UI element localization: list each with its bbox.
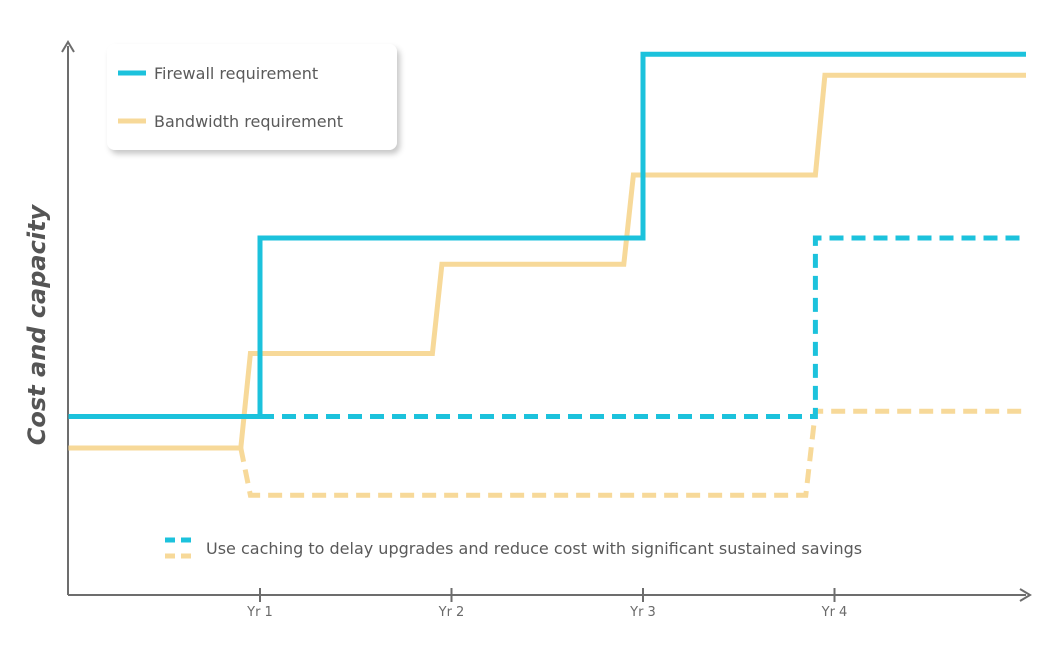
caching-annotation: Use caching to delay upgrades and reduce… bbox=[165, 537, 862, 559]
x-ticks: Yr 1 Yr 2 Yr 3 Yr 4 bbox=[246, 588, 847, 620]
legend-label-firewall: Firewall requirement bbox=[154, 64, 318, 83]
axes bbox=[61, 40, 1032, 602]
legend-box bbox=[107, 44, 397, 150]
x-tick-label: Yr 4 bbox=[821, 605, 848, 620]
series-layer bbox=[68, 51, 1026, 498]
y-axis-label: Cost and capacity bbox=[23, 203, 51, 445]
legend: Firewall requirement Bandwidth requireme… bbox=[107, 44, 397, 150]
x-axis-arrow bbox=[1019, 588, 1032, 602]
x-tick-label: Yr 3 bbox=[629, 605, 656, 620]
y-axis-arrow bbox=[61, 40, 75, 53]
annotation-text: Use caching to delay upgrades and reduce… bbox=[206, 539, 862, 558]
x-tick-label: Yr 1 bbox=[246, 605, 273, 620]
legend-label-bandwidth: Bandwidth requirement bbox=[154, 112, 343, 131]
x-tick-label: Yr 2 bbox=[438, 605, 465, 620]
series-line-1-solid bbox=[68, 72, 1026, 451]
series-line-3-dashed bbox=[238, 408, 1026, 498]
series-line-2-dashed bbox=[260, 235, 1026, 419]
